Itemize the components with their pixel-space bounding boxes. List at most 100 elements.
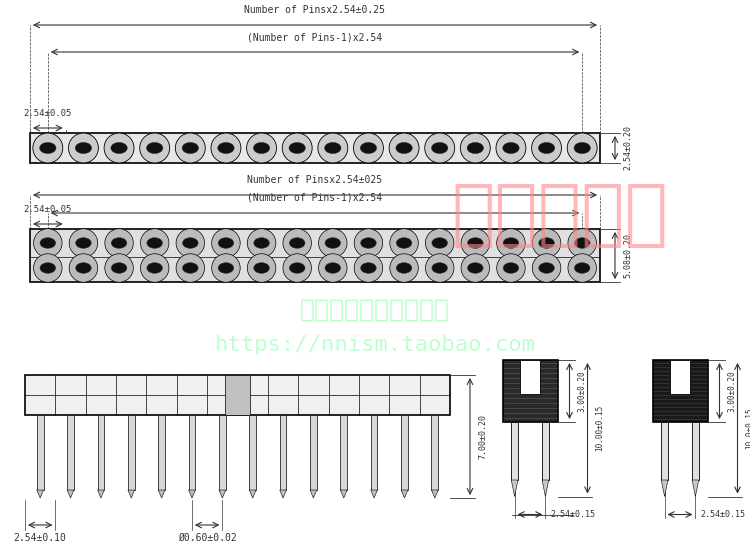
Circle shape	[140, 229, 169, 257]
Circle shape	[353, 133, 383, 163]
Polygon shape	[542, 480, 549, 496]
Bar	[280, 415, 286, 490]
Circle shape	[34, 254, 62, 282]
Circle shape	[318, 133, 348, 163]
Ellipse shape	[290, 263, 305, 274]
Polygon shape	[340, 490, 347, 498]
Ellipse shape	[325, 142, 341, 154]
Text: Number of Pinsx2.54±025: Number of Pinsx2.54±025	[248, 175, 382, 185]
Text: 2.54±0.10: 2.54±0.10	[13, 533, 67, 543]
Ellipse shape	[360, 142, 376, 154]
Text: 2.54±0.20: 2.54±0.20	[623, 125, 632, 171]
Ellipse shape	[325, 263, 340, 274]
Ellipse shape	[361, 238, 376, 249]
Text: (Number of Pins-1)x2.54: (Number of Pins-1)x2.54	[248, 193, 382, 203]
Circle shape	[568, 254, 596, 282]
Bar	[662, 422, 668, 480]
Ellipse shape	[574, 238, 590, 249]
Circle shape	[105, 229, 134, 257]
Bar	[30, 133, 600, 163]
Bar	[225, 375, 250, 415]
Circle shape	[69, 229, 98, 257]
Ellipse shape	[432, 263, 448, 274]
Bar	[512, 422, 518, 480]
Circle shape	[496, 254, 525, 282]
Bar	[189, 415, 195, 490]
Ellipse shape	[574, 263, 590, 274]
Polygon shape	[662, 480, 668, 496]
Text: 3.00±0.20: 3.00±0.20	[578, 370, 586, 412]
Bar	[128, 415, 134, 490]
Ellipse shape	[111, 238, 127, 249]
Circle shape	[282, 133, 312, 163]
Text: Number of Pinsx2.54±0.25: Number of Pinsx2.54±0.25	[244, 5, 386, 15]
Ellipse shape	[431, 142, 448, 154]
Bar	[520, 360, 541, 394]
Circle shape	[319, 254, 347, 282]
Ellipse shape	[182, 142, 199, 154]
Polygon shape	[189, 490, 195, 498]
Ellipse shape	[574, 142, 590, 154]
Bar	[158, 415, 165, 490]
Ellipse shape	[503, 263, 519, 274]
Circle shape	[425, 254, 454, 282]
Ellipse shape	[503, 238, 519, 249]
Circle shape	[69, 254, 98, 282]
Ellipse shape	[217, 142, 234, 154]
Circle shape	[211, 254, 240, 282]
Circle shape	[140, 133, 170, 163]
Circle shape	[283, 229, 311, 257]
Circle shape	[104, 133, 134, 163]
Circle shape	[105, 254, 134, 282]
Bar	[249, 415, 256, 490]
Polygon shape	[249, 490, 256, 498]
Bar	[98, 415, 104, 490]
Text: 7.00±0.20: 7.00±0.20	[478, 414, 487, 459]
Ellipse shape	[361, 263, 376, 274]
Ellipse shape	[40, 238, 56, 249]
Ellipse shape	[467, 263, 483, 274]
Circle shape	[389, 133, 419, 163]
Bar	[310, 415, 316, 490]
Circle shape	[461, 254, 490, 282]
Ellipse shape	[147, 238, 163, 249]
Circle shape	[568, 229, 596, 257]
Circle shape	[248, 254, 276, 282]
Ellipse shape	[289, 142, 305, 154]
Polygon shape	[401, 490, 408, 498]
Polygon shape	[68, 490, 74, 498]
Bar	[431, 415, 438, 490]
Circle shape	[68, 133, 98, 163]
Polygon shape	[370, 490, 377, 498]
Bar	[401, 415, 408, 490]
Circle shape	[532, 229, 561, 257]
Bar	[692, 422, 699, 480]
Ellipse shape	[325, 238, 340, 249]
Bar	[25, 375, 450, 415]
Ellipse shape	[467, 238, 483, 249]
Circle shape	[461, 229, 490, 257]
Bar	[503, 360, 557, 422]
Circle shape	[425, 229, 454, 257]
Circle shape	[354, 229, 382, 257]
Circle shape	[532, 133, 562, 163]
Ellipse shape	[40, 142, 56, 154]
Ellipse shape	[538, 263, 554, 274]
Circle shape	[248, 229, 276, 257]
Ellipse shape	[290, 238, 305, 249]
Circle shape	[532, 254, 561, 282]
Bar	[37, 415, 44, 490]
Ellipse shape	[218, 263, 234, 274]
Circle shape	[176, 254, 205, 282]
Text: 10.0±0.15: 10.0±0.15	[746, 408, 750, 449]
Ellipse shape	[76, 263, 92, 274]
Ellipse shape	[146, 142, 163, 154]
Ellipse shape	[76, 238, 92, 249]
Bar	[340, 415, 347, 490]
Circle shape	[319, 229, 347, 257]
Bar	[68, 415, 74, 490]
Text: 10.00±0.15: 10.00±0.15	[596, 405, 604, 451]
Polygon shape	[692, 480, 699, 496]
Ellipse shape	[503, 142, 519, 154]
Ellipse shape	[147, 263, 163, 274]
